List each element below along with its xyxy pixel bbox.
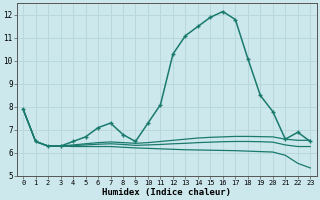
X-axis label: Humidex (Indice chaleur): Humidex (Indice chaleur): [102, 188, 231, 197]
